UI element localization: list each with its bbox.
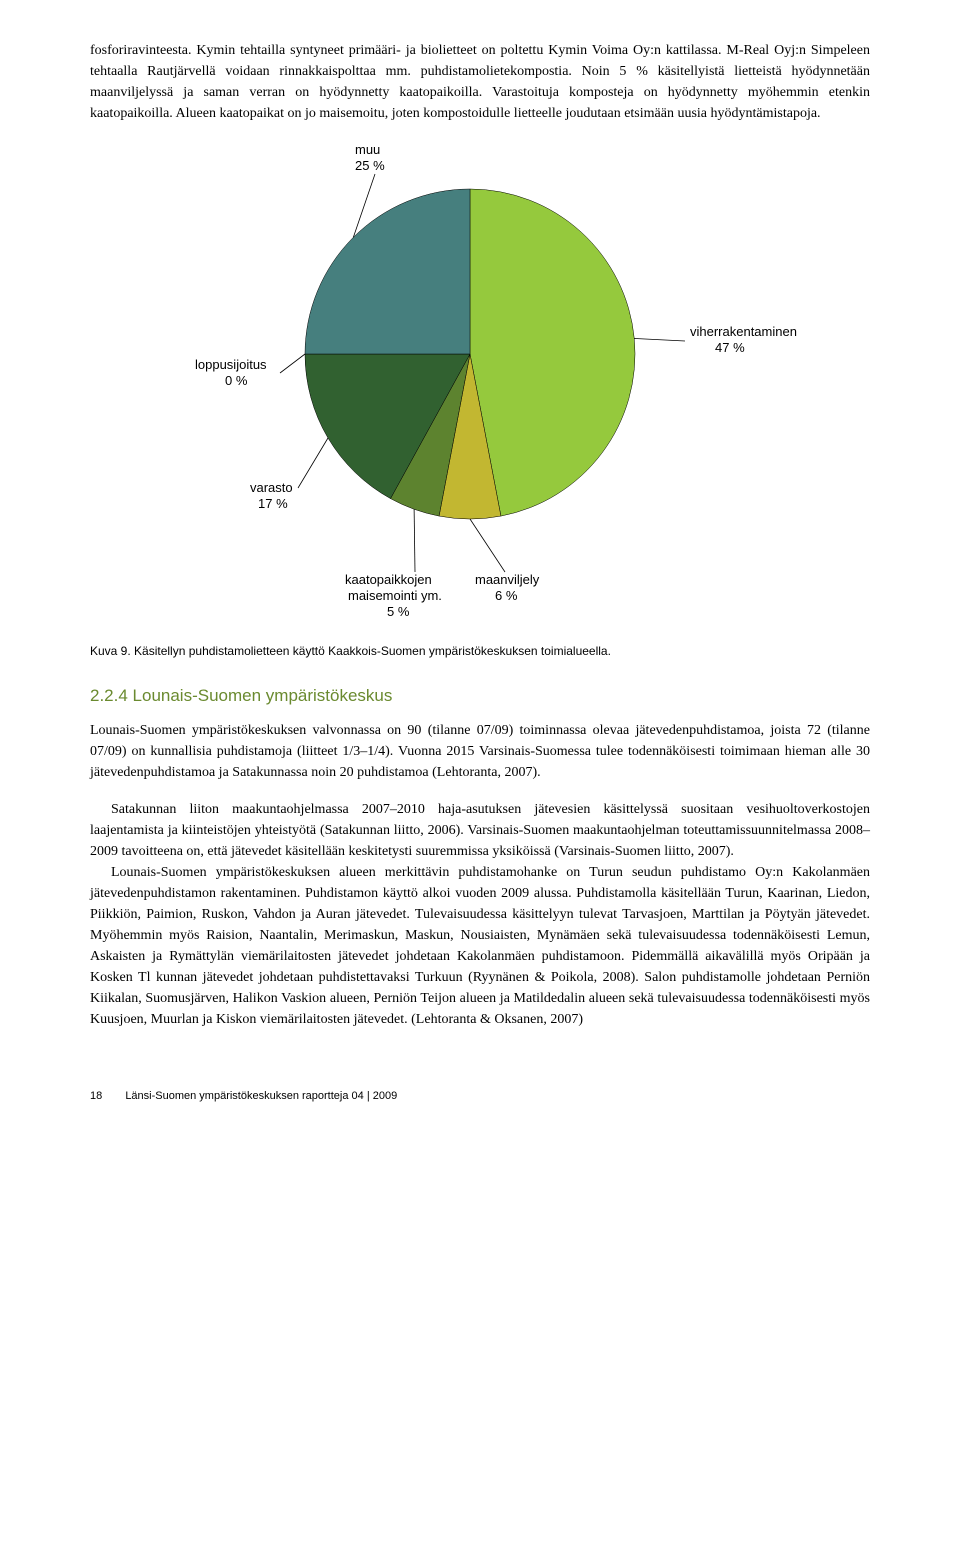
pie-chart-container: viherrakentaminen47 % maanviljely6 % kaato… xyxy=(90,144,870,624)
slice-label: maanviljely xyxy=(475,572,540,587)
slice-pct: 6 % xyxy=(495,588,518,603)
slice-label: varasto xyxy=(250,480,293,495)
pie-slice xyxy=(470,189,635,516)
body-paragraph-1: Lounais-Suomen ympäristökeskuksen valvon… xyxy=(90,720,870,783)
slice-label: viherrakentaminen xyxy=(690,324,797,339)
slice-pct: 17 % xyxy=(258,496,288,511)
leader-line xyxy=(414,509,415,572)
slice-pct: 47 % xyxy=(715,340,745,355)
body-paragraph-2: Satakunnan liiton maakuntaohjelmassa 200… xyxy=(90,799,870,862)
figure-caption: Kuva 9. Käsitellyn puhdistamolietteen kä… xyxy=(90,644,870,658)
pie-chart: viherrakentaminen47 % maanviljely6 % kaato… xyxy=(150,144,810,624)
slice-pct: 0 % xyxy=(225,373,248,388)
slice-label: maisemointi ym. xyxy=(348,588,442,603)
slice-label: loppusijoitus xyxy=(195,357,267,372)
slice-pct: 5 % xyxy=(387,604,410,619)
pie-slice xyxy=(305,189,470,354)
intro-paragraph: fosforiravinteesta. Kymin tehtailla synt… xyxy=(90,40,870,124)
slice-label: muu xyxy=(355,144,380,157)
page-footer: 18 Länsi-Suomen ympäristökeskuksen rapor… xyxy=(90,1090,870,1102)
leader-line xyxy=(634,338,685,341)
slice-label: kaatopaikkojen xyxy=(345,572,432,587)
page-number: 18 xyxy=(90,1090,102,1102)
footer-text: Länsi-Suomen ympäristökeskuksen raportte… xyxy=(125,1090,397,1102)
leader-line xyxy=(280,354,305,373)
leader-line xyxy=(470,519,505,572)
body-paragraph-3: Lounais-Suomen ympäristökeskuksen alueen… xyxy=(90,862,870,1030)
section-heading: 2.2.4 Lounais-Suomen ympäristökeskus xyxy=(90,686,870,706)
slice-pct: 25 % xyxy=(355,158,385,173)
leader-line xyxy=(298,438,328,488)
